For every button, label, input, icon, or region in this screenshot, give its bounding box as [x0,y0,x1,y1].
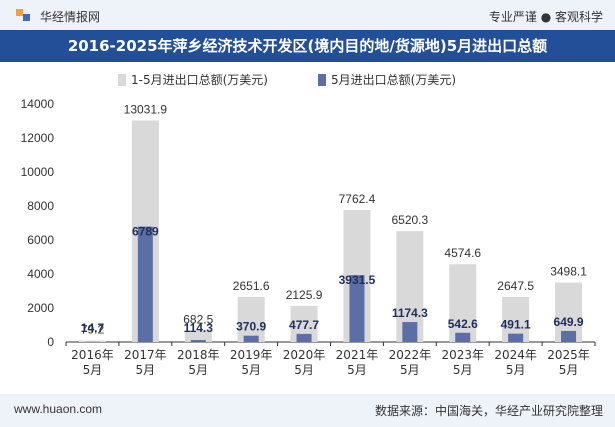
data-label-may: 3931.5 [339,273,376,287]
x-tick-label: 5月 [400,363,420,377]
bar-cumulative [184,330,212,342]
x-tick-label: 5月 [559,363,579,377]
x-tick-label: 5月 [347,363,367,377]
y-tick-label: 0 [47,335,54,349]
x-tick-label: 2018年 [177,348,220,362]
x-tick-label: 2020年 [283,348,326,362]
x-tick-label: 2024年 [494,348,537,362]
bar-cumulative [449,264,477,342]
y-tick-label: 4000 [27,267,54,281]
legend-swatch [118,74,126,86]
y-tick-label: 14000 [21,97,55,111]
y-tick-label: 8000 [27,199,54,213]
x-tick-label: 5月 [188,363,208,377]
bar-cumulative [78,340,106,342]
data-label-may: 14.7 [81,321,105,335]
y-tick-label: 6000 [27,233,54,247]
x-tick-label: 5月 [241,363,261,377]
x-tick-label: 5月 [453,363,473,377]
bar-may [296,333,312,342]
x-tick-label: 2017年 [124,348,167,362]
bar-may [243,335,259,342]
y-tick-label: 12000 [21,131,55,145]
data-source: 数据来源：中国海关，华经产业研究院整理 [374,404,603,418]
bar-chart: 1-5月进出口总额(万美元) 5月进出口总额(万美元) 0 2000 4000 6000 8… [21,73,596,377]
header-bar: 华经情报网 专业严谨 ● 客观科学 [0,0,615,30]
data-label-cumulative: 7762.4 [339,192,376,206]
y-tick-label: 10000 [21,165,55,179]
data-label-may: 491.1 [501,318,531,332]
data-label-cumulative: 13031.9 [124,102,168,116]
x-tick-label: 5月 [506,363,526,377]
website-link[interactable]: www.huaon.com [14,402,103,416]
data-label-cumulative: 2651.6 [233,279,270,293]
data-label-may: 1174.3 [392,306,428,320]
bar-may [402,322,418,342]
data-label-cumulative: 79.2 [81,323,105,337]
data-label-cumulative: 682.5 [183,312,213,326]
data-label-may: 114.3 [184,321,214,335]
x-tick-label: 2019年 [230,348,273,362]
bar-may [137,226,153,342]
x-tick-label: 5月 [83,363,103,377]
x-tick-label: 5月 [136,363,156,377]
bar-may [508,333,524,342]
huajing-logo-icon [16,9,30,21]
data-label-cumulative: 2647.5 [497,279,534,293]
x-tick-label: 2016年 [71,348,114,362]
bar-may [455,332,471,342]
bar-may [561,330,577,342]
data-label-cumulative: 4574.6 [444,246,481,260]
chart-title: 2016-2025年萍乡经济技术开发区(境内目的地/货源地)5月进出口总额 [0,30,615,62]
data-label-may: 542.6 [448,317,478,331]
x-tick-label: 2025年 [547,348,590,362]
data-label-cumulative: 6520.3 [391,213,428,227]
bar-cumulative [237,296,265,342]
data-label-cumulative: 3498.1 [550,265,587,279]
data-label-may: 370.9 [236,320,266,334]
bar-may [349,275,365,342]
x-tick-label: 2023年 [441,348,484,362]
x-tick-label: 2021年 [336,348,379,362]
y-tick-label: 2000 [27,301,54,315]
legend-label: 1-5月进出口总额(万美元) [131,73,268,87]
data-label-may: 649.9 [554,315,584,329]
tagline: 专业严谨 ● 客观科学 [488,10,603,24]
data-label-cumulative: 2125.9 [286,288,323,302]
data-label-may: 477.7 [289,318,319,332]
legend-swatch [318,74,326,86]
x-tick-label: 2022年 [389,348,432,362]
legend-label: 5月进出口总额(万美元) [331,73,456,87]
bar-may [190,340,206,342]
x-tick-label: 5月 [294,363,314,377]
footer-bar: www.huaon.com 数据来源：中国海关，华经产业研究院整理 [0,394,615,427]
brand-name: 华经情报网 [40,10,101,24]
data-label-may: 6789 [132,225,159,239]
